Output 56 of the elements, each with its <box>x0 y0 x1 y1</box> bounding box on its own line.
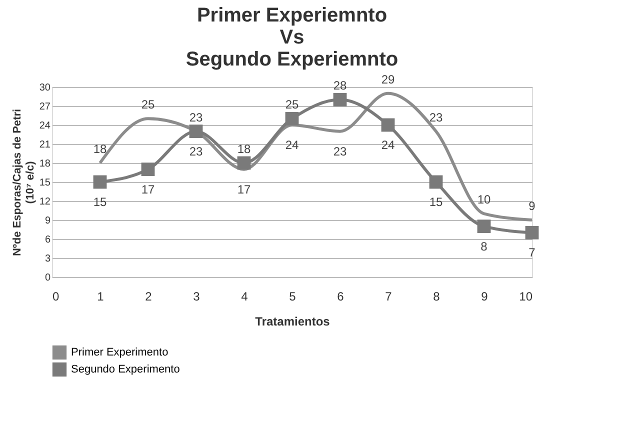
data-label: 28 <box>333 78 347 93</box>
data-label: 10 <box>477 192 491 207</box>
y-axis-title: Nºde Esporas/Cajas de Petri (10⁷ e/c) <box>11 108 36 256</box>
y-tick-label: 21 <box>39 140 51 150</box>
x-tick-label: 2 <box>145 290 152 304</box>
x-tick-label: 6 <box>337 290 344 304</box>
point <box>189 124 203 138</box>
y-tick-label: 30 <box>39 82 51 94</box>
data-label: 15 <box>93 195 107 209</box>
data-label: 7 <box>528 246 536 260</box>
y-tick-label: 0 <box>44 272 51 284</box>
data-label: 23 <box>189 110 203 124</box>
data-label: 25 <box>141 98 155 112</box>
y-tick-label: 3 <box>44 254 51 264</box>
point <box>333 92 347 106</box>
x-tick-label: 8 <box>433 290 440 304</box>
data-label: 23 <box>189 144 203 158</box>
data-label: 17 <box>141 182 155 196</box>
legend-label: Primer Experimento <box>71 346 168 358</box>
data-label: 25 <box>285 98 299 112</box>
point <box>237 156 251 170</box>
y-tick-label: 27 <box>39 102 51 112</box>
data-label: 24 <box>381 138 395 152</box>
x-tick-label: 10 <box>519 290 533 304</box>
x-axis-title: Tratamientos <box>255 314 330 328</box>
y-tick-label: 9 <box>44 216 51 226</box>
x-tick-label: 9 <box>481 290 488 304</box>
point <box>285 112 299 126</box>
data-label: 18 <box>93 142 107 156</box>
point <box>381 118 395 132</box>
y-tick-label: 18 <box>39 158 51 170</box>
data-label: 29 <box>381 72 395 86</box>
data-label: 17 <box>237 182 251 196</box>
data-label: 15 <box>429 195 443 209</box>
point <box>477 220 491 234</box>
y-tick-label: 24 <box>39 120 51 132</box>
x-tick-label: 7 <box>385 290 392 304</box>
point <box>525 226 539 240</box>
x-tick-label: 5 <box>289 290 296 304</box>
data-label: 24 <box>285 138 299 152</box>
point <box>93 175 107 189</box>
data-label: 23 <box>333 144 347 158</box>
x-tick-label: 3 <box>193 290 200 304</box>
chart-title: Primer Experiemnto Vs Segundo Experiemnto <box>186 4 398 70</box>
data-label: 18 <box>237 142 251 156</box>
data-label: 9 <box>528 199 536 213</box>
data-label: 8 <box>480 239 488 254</box>
y-tick-label: 6 <box>44 234 51 246</box>
data-label: 23 <box>429 110 443 124</box>
x-tick-label: 1 <box>97 290 104 304</box>
point <box>141 162 155 176</box>
x-tick-label: 4 <box>241 290 248 304</box>
legend-label: Segundo Experimento <box>71 364 180 376</box>
y-tick-label: 12 <box>39 196 51 208</box>
y-tick-label: 15 <box>39 178 51 188</box>
point <box>429 175 443 189</box>
